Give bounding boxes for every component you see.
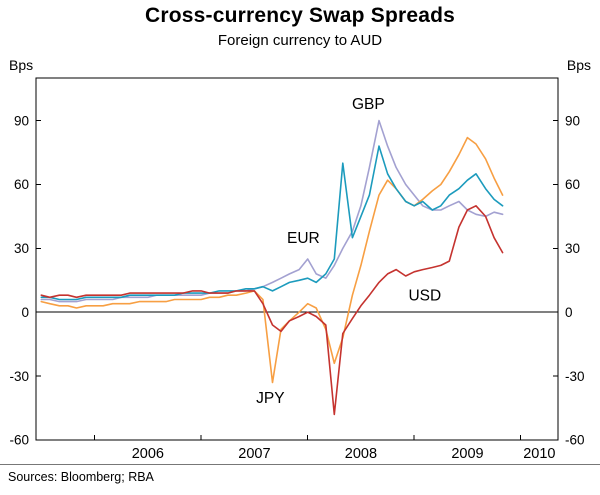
plot-area: -60 -60 -30 -30 0 0 30 30 60 60 90 90 2006 2007 2008 20… (9, 77, 585, 461)
x-tick-label: 2010 (523, 446, 555, 461)
x-tick-label: 2009 (451, 446, 483, 461)
chart-title: Cross-currency Swap Spreads (144, 4, 456, 27)
y-tick-label-left: 60 (14, 177, 29, 192)
sources-note: Sources: Bloomberg; RBA (8, 470, 154, 484)
series-GBP-label: GBP (352, 96, 385, 113)
series-GBP-line (40, 119, 504, 303)
y-tick-label-right: 0 (565, 305, 573, 320)
chart-subtitle: Foreign currency to AUD (217, 32, 383, 49)
series-USD-label: USD (408, 288, 441, 305)
x-tick-label: 2006 (132, 446, 164, 461)
series-USD-line (40, 205, 504, 416)
footer-divider (0, 464, 600, 465)
plot-frame (35, 77, 559, 441)
y-tick-label-left: 90 (14, 113, 29, 128)
y-tick-label-left: -60 (9, 433, 29, 448)
y-tick-label-right: -60 (565, 433, 585, 448)
y-axis-unit-right: Bps (566, 57, 591, 73)
y-axis-unit-left: Bps (9, 57, 34, 73)
series-JPY-label: JPY (256, 390, 284, 407)
series-EUR-line (40, 145, 504, 301)
y-tick-label-left: 30 (14, 241, 29, 256)
series-JPY-line (40, 136, 504, 384)
x-tick-label: 2007 (238, 446, 270, 461)
y-tick-label-right: -30 (565, 369, 585, 384)
y-tick-label-right: 60 (565, 177, 580, 192)
y-tick-label-left: -30 (9, 369, 29, 384)
y-tick-label-right: 30 (565, 241, 580, 256)
series-EUR-label: EUR (287, 230, 320, 247)
y-tick-label-right: 90 (565, 113, 580, 128)
x-tick-label: 2008 (345, 446, 377, 461)
y-tick-label-left: 0 (21, 305, 29, 320)
